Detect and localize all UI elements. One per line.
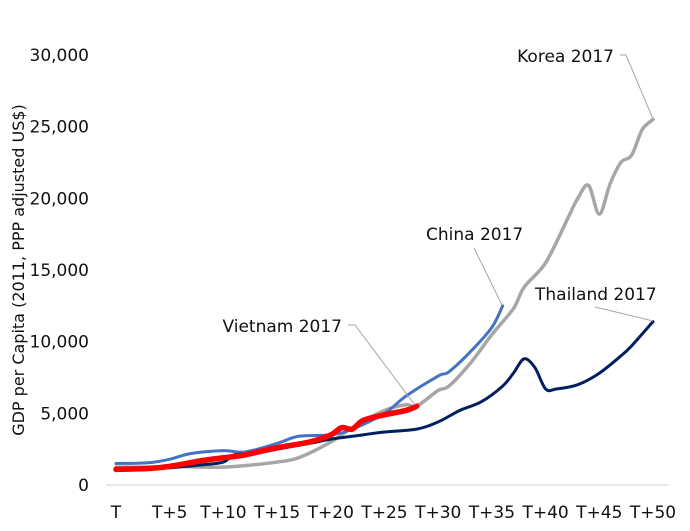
x-tick-label: T+50 [629,503,676,523]
korea-label: Korea 2017 [517,47,614,67]
thailand-label: Thailand 2017 [534,285,657,305]
x-tick-label: T+5 [151,503,187,523]
x-tick-label: T+35 [468,503,515,523]
x-tick-label: T+20 [307,503,354,523]
vietnam-label: Vietnam 2017 [222,317,342,337]
y-tick-label: 30,000 [30,46,89,66]
series-line-thailand-2017 [114,320,655,473]
y-tick-label: 10,000 [30,333,89,353]
x-tick-label: T+10 [199,503,246,523]
y-tick-label: 0 [78,476,89,496]
y-tick-label: 5,000 [40,404,89,424]
x-axis-ticks: T T+5 T+10 T+15 T+20 T+25 T+30 T+35 T+40 T+45 T+50 [110,503,676,523]
x-tick-label: T+40 [521,503,568,523]
korea-leader-line [620,54,654,120]
china-leader-line [473,247,503,306]
y-tick-label: 25,000 [30,118,89,138]
x-tick-label: T [110,503,122,523]
x-tick-label: T+45 [575,503,622,523]
series-labels: Korea 2017 China 2017 Thailand 2017 Viet… [222,47,657,406]
series-line-vietnam-2017 [113,403,420,472]
x-tick-label: T+30 [414,503,461,523]
vietnam-leader-line [348,324,416,406]
x-tick-label: T+25 [360,503,407,523]
x-tick-label: T+15 [253,503,300,523]
thailand-leader-line [594,306,654,322]
china-label: China 2017 [426,225,523,245]
y-axis-ticks: 0 5,000 10,000 15,000 20,000 25,000 30,000 [30,46,89,496]
y-tick-label: 20,000 [30,189,89,209]
y-tick-label: 15,000 [30,261,89,281]
series-lines [113,117,655,473]
series-line-korea-2017 [114,117,655,469]
y-axis-title: GDP per Capita (2011, PPP adjusted US$) [9,104,28,436]
